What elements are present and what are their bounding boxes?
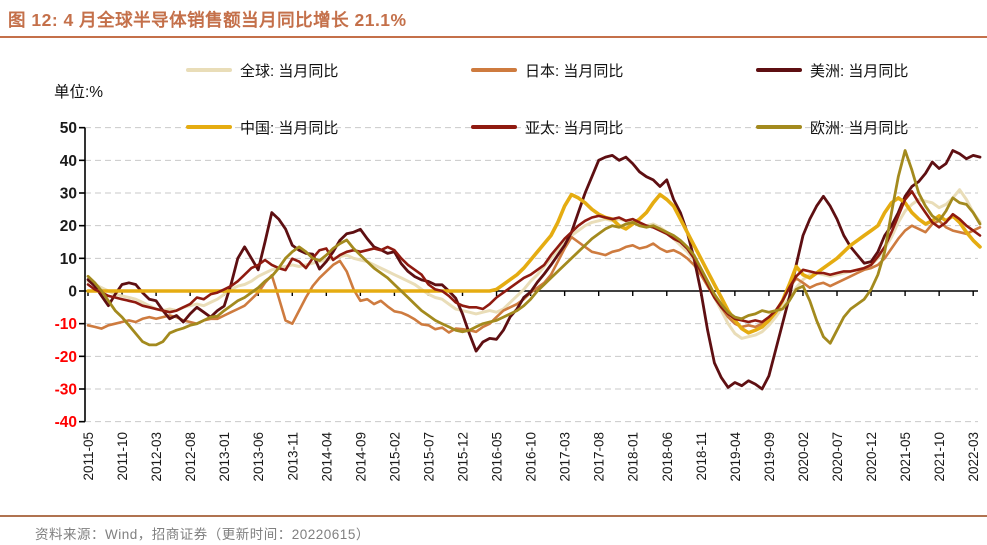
x-tick-label-2021-05: 2021-05	[898, 432, 913, 482]
y-tick-label-30: 30	[60, 186, 77, 203]
legend-swatch-europe	[756, 124, 802, 130]
x-tick-label-2012-08: 2012-08	[183, 432, 198, 482]
legend-item-asiapac: 亚太: 当月同比	[471, 119, 756, 137]
series-line-europe	[86, 149, 982, 347]
y-tick-label--30: -30	[55, 382, 77, 399]
legend-label-japan: 日本: 当月同比	[525, 62, 624, 80]
x-tick-label-2020-02: 2020-02	[796, 432, 811, 482]
x-tick-label-2012-03: 2012-03	[149, 432, 164, 482]
y-tick-label-50: 50	[60, 120, 77, 137]
x-tick-label-2011-10: 2011-10	[115, 432, 130, 481]
legend-item-americas: 美洲: 当月同比	[756, 62, 987, 80]
legend-swatch-americas	[756, 67, 802, 73]
legend-swatch-japan	[471, 67, 517, 73]
footer-divider	[0, 515, 987, 517]
series-line-americas	[86, 149, 982, 391]
series-line-japan	[86, 219, 982, 334]
series-line-asiapac	[86, 190, 982, 324]
title-underline	[0, 36, 987, 39]
x-tick-label-2016-10: 2016-10	[524, 432, 539, 482]
x-tick-label-2020-07: 2020-07	[830, 432, 845, 482]
x-tick-label-2015-12: 2015-12	[456, 432, 471, 482]
x-tick-label-2020-12: 2020-12	[864, 432, 879, 482]
legend-swatch-global	[186, 67, 232, 73]
x-tick-label-2018-06: 2018-06	[660, 432, 675, 482]
legend-label-americas: 美洲: 当月同比	[810, 62, 909, 80]
series-line-china	[86, 192, 982, 335]
x-tick-label-2013-11: 2013-11	[285, 432, 300, 481]
legend-label-global: 全球: 当月同比	[240, 62, 339, 80]
x-tick-label-2019-09: 2019-09	[762, 432, 777, 482]
x-tick-label-2013-01: 2013-01	[217, 432, 232, 482]
unit-label: 单位:%	[54, 84, 104, 101]
y-tick-label--20: -20	[55, 349, 77, 366]
y-tick-label-40: 40	[60, 153, 77, 170]
figure-title: 图 12: 4 月全球半导体销售额当月同比增长 21.1%	[8, 10, 407, 30]
y-tick-label-0: 0	[68, 284, 77, 301]
x-tick-label-2015-07: 2015-07	[421, 432, 436, 482]
y-tick-label-20: 20	[60, 218, 77, 235]
x-tick-label-2013-06: 2013-06	[251, 432, 266, 482]
y-tick-label--10: -10	[55, 316, 77, 333]
x-tick-label-2016-05: 2016-05	[490, 432, 505, 482]
x-tick-label-2014-09: 2014-09	[353, 432, 368, 482]
source-note: 资料来源：Wind，招商证券（更新时间：20220615）	[35, 527, 370, 542]
x-tick-label-2018-11: 2018-11	[694, 432, 709, 481]
legend-item-global: 全球: 当月同比	[186, 62, 471, 80]
legend-swatch-asiapac	[471, 124, 517, 130]
x-tick-label-2019-04: 2019-04	[728, 432, 743, 482]
legend-label-europe: 欧洲: 当月同比	[810, 119, 909, 137]
series-line-global	[86, 188, 982, 340]
x-tick-label-2015-02: 2015-02	[387, 432, 402, 482]
legend-label-china: 中国: 当月同比	[240, 119, 339, 137]
y-tick-label--40: -40	[55, 414, 77, 431]
x-tick-label-2021-10: 2021-10	[932, 432, 947, 482]
x-tick-label-2018-01: 2018-01	[626, 432, 641, 482]
legend-swatch-china	[186, 124, 232, 130]
x-tick-label-2011-05: 2011-05	[81, 432, 96, 481]
legend-item-china: 中国: 当月同比	[186, 119, 471, 137]
legend-label-asiapac: 亚太: 当月同比	[525, 119, 624, 137]
x-tick-label-2017-03: 2017-03	[558, 432, 573, 482]
legend-item-europe: 欧洲: 当月同比	[756, 119, 987, 137]
x-tick-label-2014-04: 2014-04	[319, 432, 334, 482]
x-tick-label-2017-08: 2017-08	[592, 432, 607, 482]
y-tick-label-10: 10	[60, 251, 77, 268]
legend: 全球: 当月同比 日本: 当月同比 美洲: 当月同比中国: 当月同比 亚太: 当月同比…	[186, 62, 987, 137]
x-tick-label-2022-03: 2022-03	[966, 432, 981, 482]
legend-item-japan: 日本: 当月同比	[471, 62, 756, 80]
